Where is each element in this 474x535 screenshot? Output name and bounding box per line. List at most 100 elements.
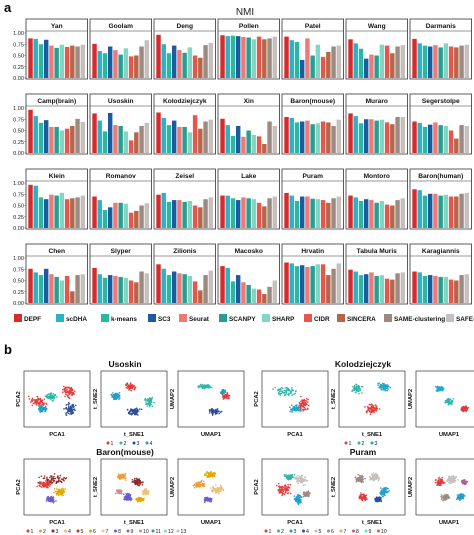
bar-romanov-sincera: [134, 210, 139, 228]
bar-baron-human-sharp: [443, 194, 449, 228]
bar-zeisel-depf: [156, 194, 161, 228]
cluster-label: 2: [124, 441, 127, 447]
embedding-plot-umap1: UMAP1 UMAP2: [408, 458, 474, 526]
bar-slyper-scanpy: [118, 276, 123, 303]
panel-title: Usoskin: [108, 98, 134, 105]
bar-camp-brain-sharp: [59, 130, 65, 153]
panel-title: Karagiannis: [422, 248, 460, 255]
plot-frame: [177, 370, 245, 428]
cluster-label: 2: [362, 441, 365, 447]
plot-frame: [415, 458, 474, 516]
bar-macosko-k-means: [230, 281, 236, 303]
legend-swatch: [446, 314, 454, 322]
legend-label: DEPF: [24, 316, 41, 323]
bar-slyper-sc3: [107, 275, 113, 303]
embedding-plot-t-sne1: t_SNE1 t_SNE2: [331, 458, 406, 526]
bar-macosko-sincera: [262, 294, 267, 303]
bar-baron-human-safe-clustering: [464, 192, 469, 228]
panel-chen: Chen 0.00 0.25 0.50 0.75 1.00: [13, 243, 88, 307]
plot-frame: [261, 370, 329, 428]
bar-hrvatin-k-means: [294, 266, 300, 303]
cluster-swatch: [26, 529, 30, 533]
plot-frame: [100, 458, 168, 516]
bar-yan-depf: [28, 38, 33, 78]
bar-yan-scanpy: [54, 47, 59, 78]
bar-segerstolpe-safe-clustering: [464, 126, 469, 153]
bar-hrvatin-scanpy: [310, 266, 315, 303]
cluster-label: 2: [281, 529, 284, 535]
bar-romanov-seurat: [113, 202, 118, 228]
bar-puram-sharp: [315, 199, 321, 228]
bar-camp-brain-depf: [28, 109, 33, 153]
cluster-label: 1: [31, 529, 34, 535]
legend-item-sharp: SHARP: [262, 314, 295, 323]
scatter-group-baron-mouse: Baron(mouse)PCA1PCA2t_SNE1t_SNE2UMAP1UMA…: [16, 447, 245, 535]
bar-baron-human-seurat: [433, 193, 438, 228]
legend-label: Seurat: [189, 316, 210, 323]
y-axis-label: PCA2: [16, 479, 22, 494]
x-axis-label: PCA1: [49, 432, 65, 438]
bar-goolam-k-means: [102, 53, 108, 78]
panel-title: Zeisel: [175, 173, 194, 180]
bar-zeisel-sc3: [171, 200, 177, 228]
panel-title: Puram: [302, 173, 323, 180]
bar-patel-cidr: [320, 56, 326, 78]
bar-klein-sc3: [43, 199, 49, 228]
bar-karagiannis-safe-clustering: [464, 274, 469, 303]
x-axis-label: t_SNE1: [124, 520, 145, 526]
bar-usoskin-depf: [92, 113, 97, 153]
panel-title: Baron(mouse): [290, 98, 335, 105]
bar-zilionis-k-means: [166, 275, 172, 303]
bar-yan-safe-clustering: [80, 44, 85, 78]
cluster-swatch: [106, 441, 110, 445]
bar-segerstolpe-sc3: [427, 124, 433, 153]
legend-label: CIDR: [314, 316, 330, 323]
bar-xin-sharp: [251, 135, 257, 153]
bar-muraro-seurat: [369, 119, 374, 153]
bar-darmanis-k-means: [422, 45, 428, 78]
panel-slyper: Slyper: [89, 243, 152, 305]
cluster-label: 9: [131, 529, 134, 535]
panel-camp-brain: Camp(brain) 0.00 0.25 0.50 0.75 1.00: [13, 93, 88, 157]
bar-klein-depf: [28, 184, 33, 228]
bar-montoro-cidr: [384, 204, 390, 228]
bar-macosko-scanpy: [246, 285, 251, 303]
y-axis-label: PCA2: [254, 479, 260, 494]
cluster-label: 1: [349, 441, 352, 447]
bar-camp-brain-sc3: [43, 120, 49, 153]
bar-kolodziejczyk-seurat: [177, 126, 182, 153]
legend-swatch: [101, 314, 109, 322]
bar-klein-sharp: [59, 192, 65, 228]
bar-muraro-sincera: [390, 124, 395, 153]
legend-swatch: [262, 314, 270, 322]
bar-baron-mouse-sc3: [299, 121, 305, 153]
cluster-swatch: [76, 529, 80, 533]
bar-zeisel-sharp: [187, 201, 193, 228]
legend-swatch: [337, 314, 345, 322]
x-axis-label: UMAP1: [201, 432, 222, 438]
bar-goolam-sc3: [107, 46, 113, 78]
bar-chen-scanpy: [54, 276, 59, 303]
bar-puram-scanpy: [310, 198, 315, 228]
bar-montoro-k-means: [358, 201, 364, 228]
bar-chen-safe-clustering: [80, 274, 85, 303]
y-tick-label: 0.75: [13, 117, 24, 123]
bar-slyper-k-means: [102, 277, 108, 303]
bar-zilionis-scanpy: [182, 274, 187, 303]
bar-goolam-sincera: [134, 55, 139, 78]
cluster-label: 12: [168, 529, 174, 535]
bar-goolam-cidr: [128, 56, 134, 78]
bar-xin-seurat: [241, 136, 246, 153]
bar-hrvatin-sharp: [315, 264, 321, 303]
bar-romanov-sharp: [123, 203, 129, 228]
cluster-label: 5: [319, 529, 322, 535]
cluster-label: 13: [181, 529, 187, 535]
cluster-legend: 1 2 3: [344, 441, 378, 447]
legend-label: k-means: [111, 316, 137, 323]
panel-baron-human: Baron(human): [409, 168, 472, 230]
cluster-label: 3: [294, 529, 297, 535]
bar-segerstolpe-sincera: [454, 138, 459, 153]
y-tick-label: 0.75: [13, 192, 24, 198]
cluster-swatch: [339, 529, 343, 533]
bar-hrvatin-sincera: [326, 275, 331, 303]
